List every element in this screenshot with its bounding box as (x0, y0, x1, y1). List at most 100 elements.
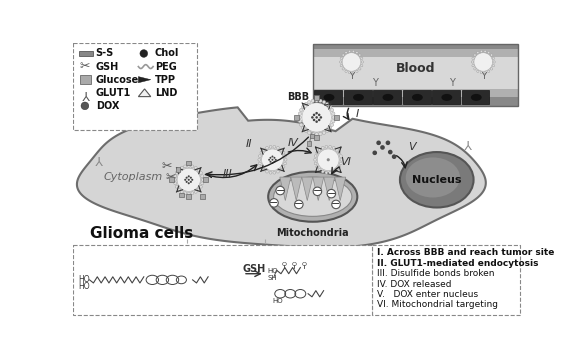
Text: −: − (331, 199, 340, 209)
Circle shape (307, 131, 311, 134)
Circle shape (302, 103, 331, 132)
Circle shape (388, 150, 393, 155)
Circle shape (187, 192, 190, 195)
Circle shape (295, 200, 303, 209)
Circle shape (361, 61, 364, 63)
Circle shape (338, 166, 340, 168)
Circle shape (332, 200, 340, 209)
Circle shape (311, 99, 314, 103)
Circle shape (332, 146, 335, 149)
Circle shape (335, 168, 338, 171)
Circle shape (262, 148, 265, 151)
Circle shape (392, 155, 397, 159)
Circle shape (201, 178, 204, 181)
Circle shape (311, 116, 314, 119)
Circle shape (491, 68, 493, 70)
Ellipse shape (406, 157, 460, 198)
Circle shape (186, 177, 188, 179)
Bar (344, 90, 372, 104)
Circle shape (271, 159, 273, 161)
Bar (313, 96, 518, 106)
Bar (200, 194, 205, 199)
Polygon shape (313, 177, 324, 200)
Circle shape (318, 119, 321, 121)
Text: Y: Y (372, 78, 378, 88)
Text: BBB: BBB (287, 93, 309, 103)
Circle shape (282, 151, 285, 154)
Ellipse shape (441, 94, 452, 101)
Text: GSH: GSH (242, 264, 266, 274)
Text: −: − (294, 199, 303, 209)
Circle shape (311, 132, 314, 136)
Text: LND: LND (155, 88, 177, 98)
Text: HO: HO (273, 298, 283, 304)
Bar (373, 90, 401, 104)
Circle shape (140, 49, 148, 57)
Circle shape (342, 68, 345, 70)
Text: III. Disulfide bonds broken: III. Disulfide bonds broken (377, 269, 495, 278)
Circle shape (484, 50, 486, 52)
Circle shape (317, 149, 339, 171)
Text: TPP: TPP (155, 75, 176, 85)
Circle shape (270, 199, 278, 207)
Circle shape (484, 72, 486, 74)
Circle shape (259, 162, 261, 165)
Circle shape (319, 132, 322, 136)
Circle shape (349, 72, 351, 74)
Polygon shape (302, 177, 313, 200)
Text: Y: Y (450, 78, 455, 88)
Circle shape (262, 149, 283, 171)
Circle shape (361, 57, 363, 59)
Text: VI. Mitochondrial targeting: VI. Mitochondrial targeting (377, 300, 498, 309)
Circle shape (330, 108, 334, 112)
Circle shape (492, 64, 495, 67)
Circle shape (313, 119, 316, 121)
Circle shape (316, 166, 318, 168)
Circle shape (191, 179, 193, 181)
Circle shape (190, 177, 192, 179)
Bar (403, 90, 430, 104)
Circle shape (316, 112, 318, 114)
Bar (462, 90, 490, 104)
Circle shape (188, 182, 190, 184)
Circle shape (358, 68, 361, 70)
Circle shape (471, 61, 473, 63)
Circle shape (488, 70, 490, 73)
Circle shape (340, 57, 342, 59)
Ellipse shape (274, 177, 352, 216)
Text: Y: Y (464, 136, 472, 149)
Circle shape (194, 166, 197, 169)
Text: Nucleus: Nucleus (412, 175, 462, 185)
Circle shape (329, 171, 332, 174)
Bar (313, 44, 518, 49)
Text: HO: HO (79, 276, 90, 284)
Circle shape (298, 116, 301, 119)
Ellipse shape (471, 94, 482, 101)
Circle shape (477, 52, 479, 54)
Circle shape (339, 61, 342, 63)
Circle shape (328, 126, 332, 130)
Circle shape (477, 70, 479, 73)
Bar (294, 115, 299, 120)
Circle shape (177, 168, 180, 172)
Text: Y: Y (481, 72, 486, 81)
Circle shape (329, 145, 332, 148)
Circle shape (273, 157, 276, 159)
Circle shape (340, 158, 343, 161)
Circle shape (307, 100, 311, 104)
Bar (313, 89, 518, 96)
Polygon shape (77, 108, 486, 247)
Circle shape (339, 162, 342, 165)
Bar (432, 90, 460, 104)
Text: III: III (223, 169, 233, 179)
Circle shape (325, 103, 329, 106)
Circle shape (273, 161, 276, 163)
Circle shape (330, 123, 334, 126)
Circle shape (472, 64, 474, 67)
Circle shape (314, 155, 317, 157)
Circle shape (174, 182, 177, 185)
Text: O: O (292, 262, 297, 267)
Ellipse shape (412, 94, 423, 101)
Circle shape (284, 162, 287, 165)
Circle shape (269, 171, 272, 174)
